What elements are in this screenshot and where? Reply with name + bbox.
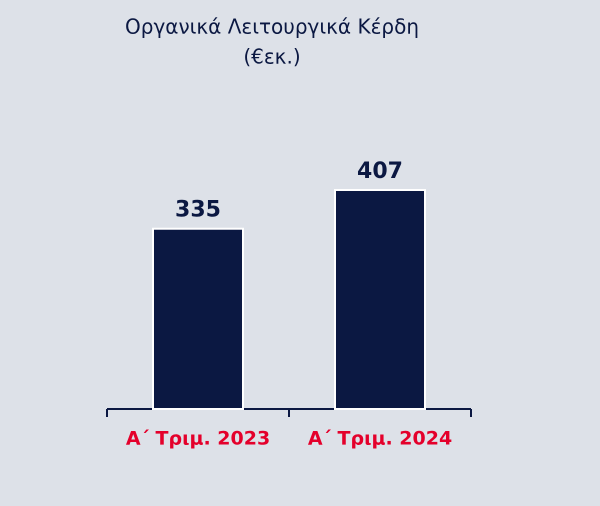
chart-subtitle: (€εκ.) [243,45,300,69]
chart-title: Οργανικά Λειτουργικά Κέρδη [125,15,419,39]
x-tick-label: Α΄ Τριμ. 2024 [308,428,452,450]
x-tick-label: Α΄ Τριμ. 2023 [126,428,270,450]
bar [152,227,244,410]
value-label: 335 [175,198,221,223]
value-label: 407 [357,159,403,184]
bar [334,189,426,410]
